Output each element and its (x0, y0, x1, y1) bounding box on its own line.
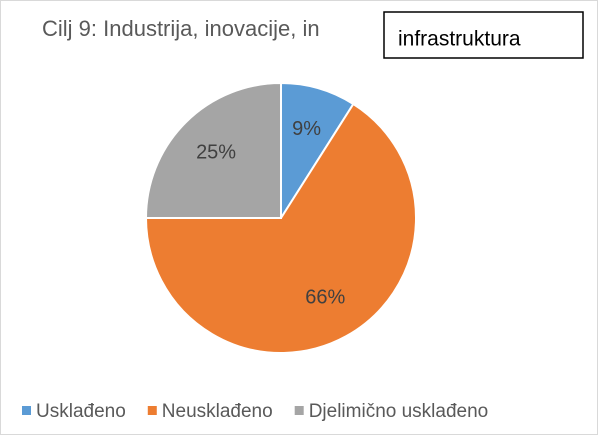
legend-label: Neusklađeno (162, 401, 273, 422)
data-label: 25% (196, 141, 236, 163)
annotation-box (383, 11, 584, 59)
legend-swatch (22, 406, 31, 415)
legend-swatch (294, 406, 304, 415)
legend-label: Djelimično usklađeno (309, 401, 489, 422)
annotation: infrastruktura (398, 28, 521, 51)
legend-label: Usklađeno (36, 401, 126, 422)
data-label: 9% (292, 118, 321, 140)
chart-title: Cilj 9: Industrija, inovacije, in (42, 16, 320, 41)
pie-slice (144, 81, 282, 219)
legend-swatch (147, 406, 157, 415)
data-label: 66% (305, 287, 345, 309)
pie-slice (144, 102, 417, 354)
